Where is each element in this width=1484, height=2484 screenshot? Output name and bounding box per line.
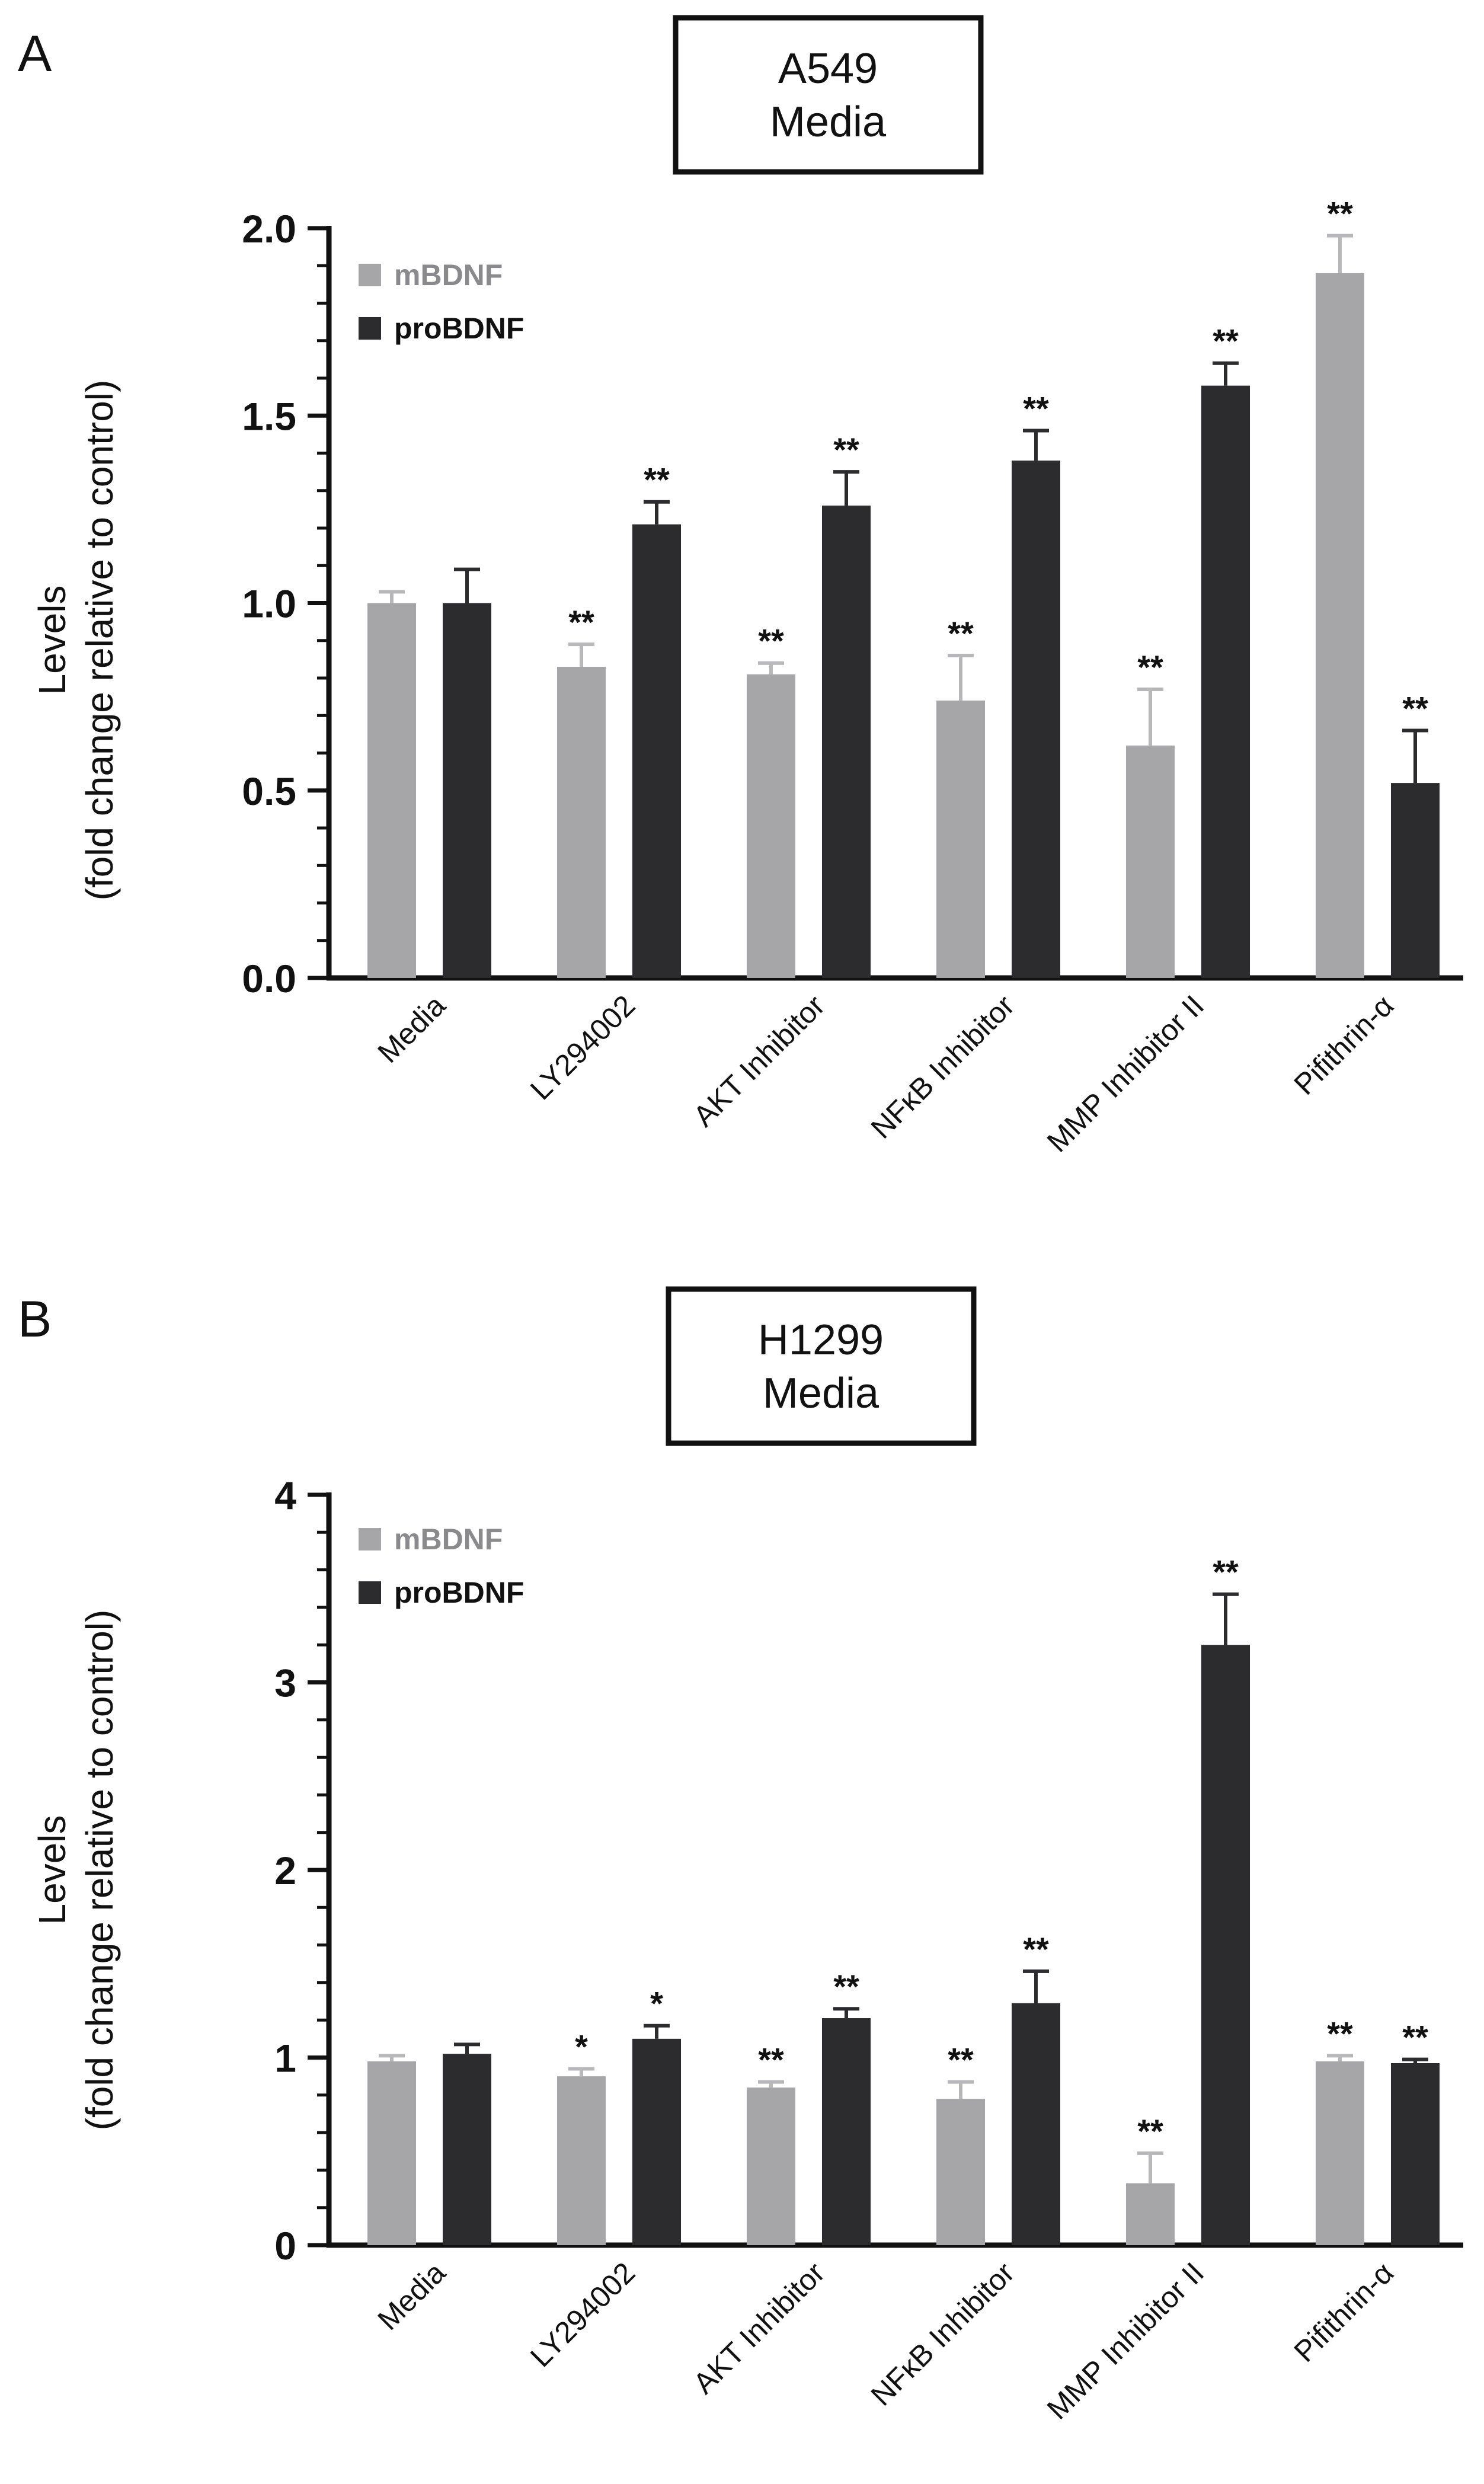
legend-swatch-probdnf-b (359, 1581, 381, 1604)
y-tick-label: 4 (274, 1473, 296, 1517)
x-category-label-2: AKT Inhibitor (687, 989, 831, 1133)
y-tick-label: 0.0 (242, 957, 296, 1000)
x-category-label-0: Media (371, 989, 452, 1069)
bar-mBDNF-0 (367, 603, 416, 978)
bar-proBDNF-0 (443, 2054, 491, 2245)
significance-mBDNF-2: ** (758, 622, 784, 660)
title-line-1-a: A549 (778, 45, 878, 92)
y-axis-title-line-1-b: Levels (31, 1815, 73, 1925)
panel-b: B H1299 Media Levels (fold change relati… (18, 1286, 1463, 2426)
bar-mBDNF-4 (1126, 2183, 1175, 2245)
significance-proBDNF-1: * (650, 1985, 663, 2022)
y-tick-label: 1 (274, 2037, 296, 2080)
title-box-b (666, 1286, 977, 1446)
significance-proBDNF-2: ** (833, 431, 859, 468)
y-axis-title-line-1-a: Levels (31, 586, 73, 695)
bar-mBDNF-3 (936, 700, 985, 978)
significance-proBDNF-3: ** (1023, 1930, 1049, 1968)
bar-proBDNF-5 (1391, 2063, 1440, 2245)
bar-proBDNF-1 (632, 524, 681, 978)
panel-letter-b: B (18, 1291, 52, 1348)
y-tick-label: 3 (274, 1661, 296, 1705)
bar-mBDNF-1 (557, 2076, 606, 2245)
y-tick-label: 1.5 (242, 394, 296, 438)
bar-proBDNF-4 (1201, 385, 1250, 978)
significance-proBDNF-1: ** (644, 461, 670, 498)
legend-b: mBDNF proBDNF (359, 1523, 524, 1609)
bar-mBDNF-0 (367, 2061, 416, 2245)
x-category-label-4: MMP Inhibitor II (1041, 2256, 1211, 2426)
panel-letter-a: A (18, 25, 52, 82)
significance-proBDNF-4: ** (1213, 322, 1239, 360)
legend-label-probdnf-a: proBDNF (394, 312, 524, 345)
bar-mBDNF-3 (936, 2099, 985, 2245)
y-tick-label: 0.5 (242, 769, 296, 813)
bar-proBDNF-2 (822, 2018, 871, 2245)
significance-mBDNF-5: ** (1327, 2015, 1353, 2052)
x-category-label-1: LY294002 (524, 2256, 641, 2373)
significance-mBDNF-5: ** (1327, 195, 1353, 232)
y-tick-label: 2.0 (242, 207, 296, 251)
y-tick-label: 1.0 (242, 582, 296, 626)
bar-proBDNF-5 (1391, 783, 1440, 978)
bar-mBDNF-2 (747, 2087, 795, 2245)
x-category-label-4: MMP Inhibitor II (1041, 989, 1211, 1159)
legend-label-mbdnf-a: mBDNF (394, 258, 503, 292)
y-axis-title-a: Levels (fold change relative to control) (31, 380, 121, 901)
legend-swatch-probdnf-a (359, 317, 381, 340)
significance-proBDNF-5: ** (1402, 690, 1428, 727)
significance-proBDNF-2: ** (833, 1968, 859, 2005)
bar-mBDNF-5 (1316, 273, 1364, 978)
significance-mBDNF-4: ** (1137, 648, 1163, 686)
significance-proBDNF-4: ** (1213, 1553, 1239, 1591)
x-category-label-3: NFκB Inhibitor (865, 2256, 1021, 2412)
bar-proBDNF-0 (443, 603, 491, 978)
significance-mBDNF-4: ** (1137, 2112, 1163, 2150)
significance-proBDNF-3: ** (1023, 390, 1049, 427)
legend-label-probdnf-b: proBDNF (394, 1576, 524, 1609)
bar-proBDNF-3 (1012, 2003, 1060, 2245)
title-line-1-b: H1299 (758, 1316, 884, 1364)
y-tick-label: 2 (274, 1849, 296, 1892)
significance-mBDNF-3: ** (948, 2041, 974, 2079)
title-box-a (673, 15, 984, 175)
bar-proBDNF-3 (1012, 461, 1060, 978)
y-axis-title-b: Levels (fold change relative to control) (31, 1610, 121, 2131)
significance-proBDNF-5: ** (1402, 2019, 1428, 2056)
significance-mBDNF-3: ** (948, 615, 974, 652)
bar-proBDNF-2 (822, 506, 871, 978)
bar-mBDNF-4 (1126, 745, 1175, 978)
y-axis-title-line-2-a: (fold change relative to control) (78, 380, 121, 901)
bar-proBDNF-1 (632, 2038, 681, 2245)
bar-mBDNF-2 (747, 674, 795, 978)
significance-mBDNF-2: ** (758, 2041, 784, 2079)
legend-swatch-mbdnf-a (359, 264, 381, 286)
legend-a: mBDNF proBDNF (359, 258, 524, 345)
title-line-2-a: Media (770, 98, 887, 146)
x-category-label-0: Media (371, 2256, 452, 2336)
y-tick-label: 0 (274, 2224, 296, 2268)
bar-proBDNF-4 (1201, 1645, 1250, 2245)
x-category-label-3: NFκB Inhibitor (865, 989, 1021, 1145)
x-category-label-1: LY294002 (524, 989, 641, 1106)
significance-mBDNF-1: * (575, 2028, 588, 2065)
title-line-2-b: Media (763, 1370, 879, 1417)
legend-label-mbdnf-b: mBDNF (394, 1523, 503, 1556)
y-axis-title-line-2-b: (fold change relative to control) (78, 1610, 121, 2131)
x-category-label-2: AKT Inhibitor (687, 2256, 831, 2400)
legend-swatch-mbdnf-b (359, 1528, 381, 1550)
x-category-label-5: Pifithrin-α (1288, 989, 1400, 1101)
bar-mBDNF-1 (557, 667, 606, 978)
x-category-label-5: Pifithrin-α (1288, 2256, 1400, 2368)
bar-mBDNF-5 (1316, 2061, 1364, 2245)
panel-a: A A549 Media Levels (fold change relativ… (18, 15, 1463, 1159)
significance-mBDNF-1: ** (568, 603, 594, 641)
